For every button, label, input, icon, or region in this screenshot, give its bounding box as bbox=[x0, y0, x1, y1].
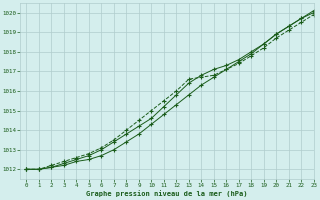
X-axis label: Graphe pression niveau de la mer (hPa): Graphe pression niveau de la mer (hPa) bbox=[86, 190, 248, 197]
